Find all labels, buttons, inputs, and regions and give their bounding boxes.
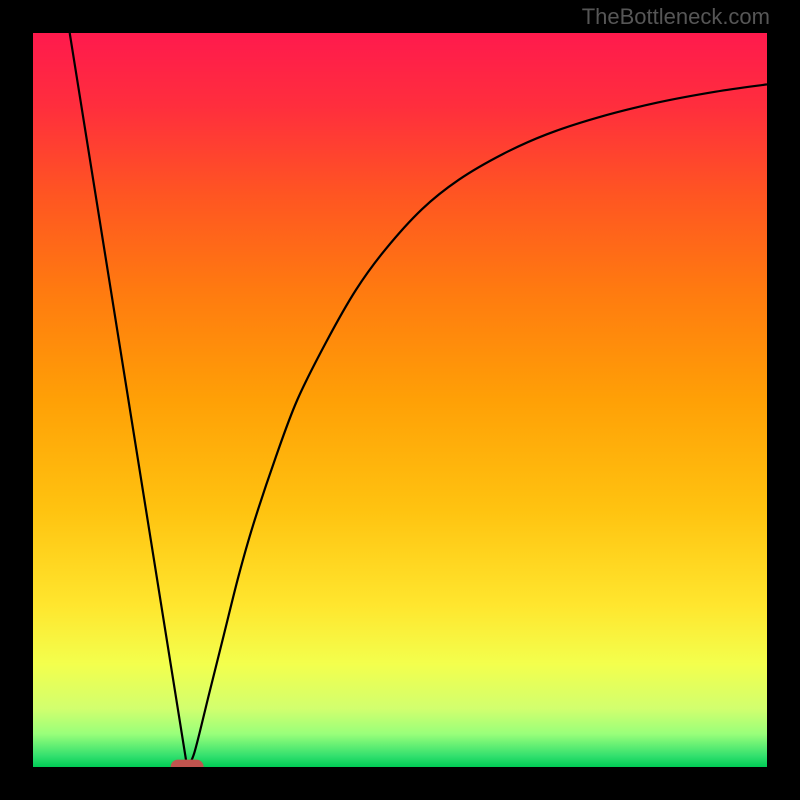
chart-stage: TheBottleneck.com [0,0,800,800]
min-marker [171,760,204,767]
curve-layer [33,33,767,767]
bottleneck-curve [70,33,767,767]
plot-area [33,33,767,767]
watermark-text: TheBottleneck.com [582,4,770,30]
